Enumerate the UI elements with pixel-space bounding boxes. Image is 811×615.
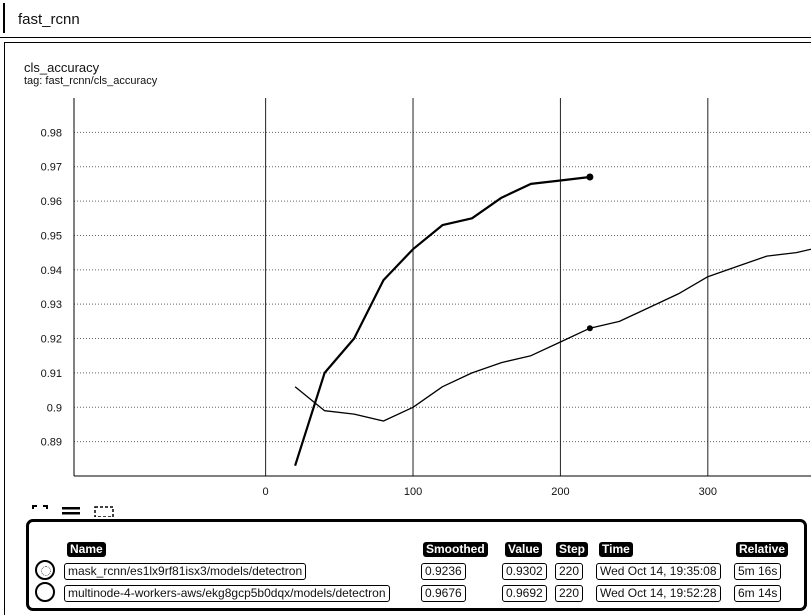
y-tick-label: 0.97 xyxy=(41,162,62,174)
run-swatch-mask-rcnn xyxy=(35,560,55,580)
y-tick-label: 0.9 xyxy=(47,402,62,414)
y-tick-label: 0.94 xyxy=(41,265,62,277)
x-tick-label: 300 xyxy=(699,486,717,498)
line-chart[interactable]: 0.89 0.9 0.91 0.92 0.93 0.94 0.95 0.96 0.97 0.98 0… xyxy=(0,0,811,505)
col-header-name: Name xyxy=(67,542,106,557)
run-value: 0.9302 xyxy=(502,563,547,580)
run-smoothed: 0.9676 xyxy=(421,585,466,602)
run-header: fast_rcnn xyxy=(0,0,811,38)
x-tick-label: 0 xyxy=(263,486,269,498)
y-tick-label: 0.98 xyxy=(41,127,62,139)
y-tick-label: 0.92 xyxy=(41,334,62,346)
y-tick-label: 0.95 xyxy=(41,230,62,242)
runs-legend-table: Name Smoothed Value Step Time Relative m… xyxy=(26,519,807,611)
run-group-title[interactable]: fast_rcnn xyxy=(18,11,80,28)
series-line-mask-rcnn xyxy=(294,248,811,422)
col-header-time: Time xyxy=(599,542,633,557)
chart-tag: tag: fast_rcnn/cls_accuracy xyxy=(24,75,158,87)
run-time: Wed Oct 14, 19:35:08 xyxy=(596,563,721,580)
col-header-relative: Relative xyxy=(736,542,789,557)
col-header-step: Step xyxy=(556,542,589,557)
series-hover-point[interactable] xyxy=(586,325,593,332)
run-step: 220 xyxy=(555,563,584,580)
chart-card xyxy=(4,42,811,615)
series-line-multinode xyxy=(294,175,591,467)
run-name: mask_rcnn/es1lx9rf81isx3/models/detectro… xyxy=(64,563,307,580)
expand-icon[interactable] xyxy=(94,505,114,517)
run-relative: 6m 14s xyxy=(734,585,782,602)
col-header-smoothed: Smoothed xyxy=(423,542,488,557)
run-time: Wed Oct 14, 19:52:28 xyxy=(596,585,721,602)
run-value: 0.9692 xyxy=(502,585,547,602)
y-tick-label: 0.93 xyxy=(41,299,62,311)
y-tick-label: 0.91 xyxy=(41,368,62,380)
chart-title: cls_accuracy xyxy=(24,60,100,75)
run-swatch-multinode xyxy=(35,582,55,602)
run-step: 220 xyxy=(555,585,584,602)
x-tick-label: 100 xyxy=(404,486,422,498)
x-tick-label: 200 xyxy=(551,486,569,498)
run-name: multinode-4-workers-aws/ekg8gcp5b0dqx/mo… xyxy=(64,585,390,602)
header-accent-bar xyxy=(3,3,5,33)
col-header-value: Value xyxy=(505,542,543,557)
menu-lines-icon[interactable] xyxy=(62,505,80,517)
run-relative: 5m 16s xyxy=(734,563,782,580)
y-tick-label: 0.96 xyxy=(41,196,62,208)
run-smoothed: 0.9236 xyxy=(421,563,466,580)
y-tick-label: 0.89 xyxy=(41,437,62,449)
series-hover-point[interactable] xyxy=(586,173,594,181)
fit-domain-icon[interactable] xyxy=(32,505,48,517)
